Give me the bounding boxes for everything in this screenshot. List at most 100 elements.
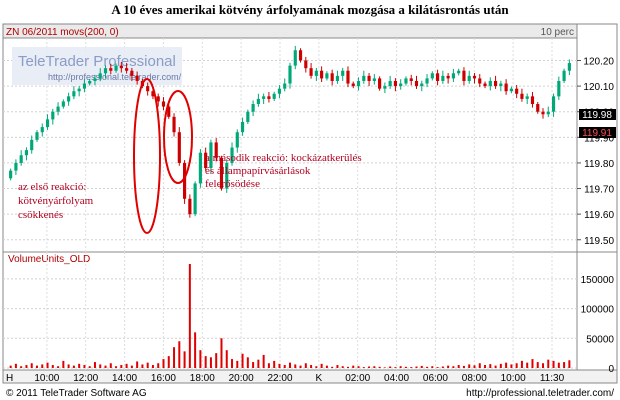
volume-bar <box>273 360 276 368</box>
candle-body <box>504 83 508 92</box>
candle-body <box>193 183 197 215</box>
volume-bar <box>99 364 102 368</box>
price-tag-upper-text: 119.98 <box>582 110 612 121</box>
candle-body <box>93 78 97 81</box>
volume-bar <box>542 363 545 368</box>
candle-body <box>462 70 466 81</box>
time-tick-label: 04:00 <box>384 373 409 384</box>
candle-body <box>530 96 535 105</box>
volume-bar <box>62 360 65 368</box>
volume-bar <box>9 365 12 368</box>
volume-bar <box>320 363 323 368</box>
volume-bar <box>404 366 407 368</box>
candle-body <box>509 88 513 92</box>
volume-bar <box>67 364 70 368</box>
candle-body <box>541 111 545 115</box>
price-tick-label: 119.50 <box>584 236 614 247</box>
candle-body <box>240 121 245 133</box>
volume-bar <box>93 362 96 368</box>
candle-body <box>330 73 334 81</box>
candle-body <box>557 80 561 97</box>
time-tick-labels: H 10:00 12:00 14:00 16:00 18:00 20:00 22:00 K 02:… <box>6 373 565 384</box>
volume-bar <box>452 366 455 368</box>
candle-body <box>146 86 150 92</box>
candle-body <box>399 83 403 87</box>
branding-watermark <box>12 47 182 85</box>
candle-body <box>24 150 29 156</box>
candle-body <box>367 75 371 81</box>
candle-body <box>567 63 571 71</box>
volume-bar <box>368 366 371 368</box>
candlestick-series <box>9 45 571 218</box>
chart-figure: ZN 06/2011 movs(200, 0) 10 perc VolumeUn… <box>2 23 618 399</box>
volume-bar <box>415 366 418 368</box>
candle-body <box>383 86 387 89</box>
second-reaction-ellipse <box>163 90 193 184</box>
volume-bar <box>120 365 123 368</box>
volume-bar <box>520 360 523 368</box>
volume-bar <box>378 366 381 368</box>
volume-bar <box>563 362 566 368</box>
candle-body <box>430 73 434 79</box>
volume-bar <box>157 363 160 368</box>
volume-bar <box>510 364 513 368</box>
volume-label: VolumeUnits_OLD <box>8 254 90 265</box>
volume-bar <box>399 366 402 368</box>
candle-body <box>499 83 503 87</box>
candle-body <box>272 93 276 99</box>
annotation-first-line2: kötvényárfolyam <box>18 195 94 207</box>
candle-body <box>335 75 340 81</box>
volume-bar <box>441 366 444 368</box>
candle-body <box>188 198 192 215</box>
candle-body <box>362 75 366 81</box>
candle-body <box>82 83 87 89</box>
candle-body <box>235 132 239 148</box>
candle-body <box>14 162 18 171</box>
volume-bar <box>209 357 212 368</box>
candle-body <box>304 60 308 69</box>
volume-bar <box>204 356 207 368</box>
candle-body <box>156 96 160 102</box>
volume-bar <box>531 359 534 368</box>
volume-bar <box>325 365 328 368</box>
volume-bar <box>220 338 223 368</box>
candle-body <box>378 78 382 89</box>
volume-bar <box>236 360 239 368</box>
candle-body <box>151 91 155 97</box>
volume-bar <box>389 366 392 368</box>
volume-bar <box>14 363 17 368</box>
volume-bar <box>78 363 81 368</box>
volume-bar <box>46 362 49 368</box>
candle-body <box>88 80 92 84</box>
volume-bar <box>167 356 170 368</box>
volume-bar <box>283 365 286 368</box>
volume-bar <box>109 363 112 368</box>
price-tick-label: 119.70 <box>584 185 614 196</box>
volume-bar <box>557 362 560 368</box>
candle-body <box>446 75 450 79</box>
volume-bar <box>173 347 176 368</box>
candle-body <box>77 88 81 92</box>
annotation-first-line1: az első reakció: <box>18 181 86 193</box>
candle-body <box>425 78 429 84</box>
volume-bar <box>505 362 508 368</box>
candle-body <box>288 65 292 84</box>
volume-bar <box>231 359 234 368</box>
volume-bar <box>199 350 202 368</box>
candle-body <box>30 139 34 151</box>
candle-body <box>393 80 398 87</box>
volume-bar <box>278 363 281 368</box>
volume-bar <box>499 363 502 368</box>
footer-url[interactable]: http://professional.teletrader.com/ <box>466 388 614 399</box>
candle-body <box>388 80 392 87</box>
candle-body <box>204 152 208 169</box>
candle-body <box>420 83 424 87</box>
volume-bar <box>383 367 386 368</box>
time-tick-label: 02:00 <box>345 373 370 384</box>
branding-name: TeleTrader Professional <box>18 53 176 70</box>
candle-body <box>436 73 440 81</box>
candle-body <box>198 152 202 184</box>
time-tick-label: 10:00 <box>501 373 526 384</box>
candle-body <box>309 68 313 76</box>
candle-body <box>546 111 550 115</box>
